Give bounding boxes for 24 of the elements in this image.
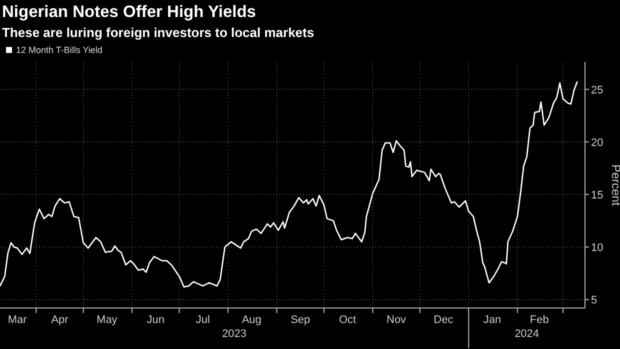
x-tick-label: Apr <box>51 314 69 326</box>
y-axis-title: Percent <box>609 164 620 206</box>
x-tick-label: Sep <box>290 314 310 326</box>
line-series <box>0 81 578 288</box>
x-tick-label: Dec <box>434 314 454 326</box>
y-tick-label: 10 <box>591 242 604 254</box>
chart-subtitle: These are luring foreign investors to local markets <box>2 25 314 40</box>
x-tick-label: Oct <box>338 314 356 326</box>
y-tick-label: 5 <box>591 294 598 307</box>
y-tick-label: 15 <box>591 189 604 202</box>
y-tick-label: 20 <box>591 136 604 149</box>
x-tick-label: Jan <box>483 314 502 326</box>
legend-label: 12 Month T-Bills Yield <box>16 45 102 55</box>
x-tick-label: Mar <box>8 314 28 326</box>
x-tick-label: Aug <box>242 314 262 326</box>
text: 2024 <box>514 328 540 340</box>
x-tick-label: Jul <box>196 314 210 326</box>
chart-title: Nigerian Notes Offer High Yields <box>2 3 256 21</box>
x-tick-label: May <box>96 314 118 326</box>
text: 2023 <box>222 328 247 340</box>
x-tick-label: Feb <box>530 314 549 326</box>
x-tick-label: Nov <box>386 314 407 326</box>
y-tick-label: 25 <box>591 84 604 96</box>
x-tick-label: Jun <box>146 314 165 326</box>
